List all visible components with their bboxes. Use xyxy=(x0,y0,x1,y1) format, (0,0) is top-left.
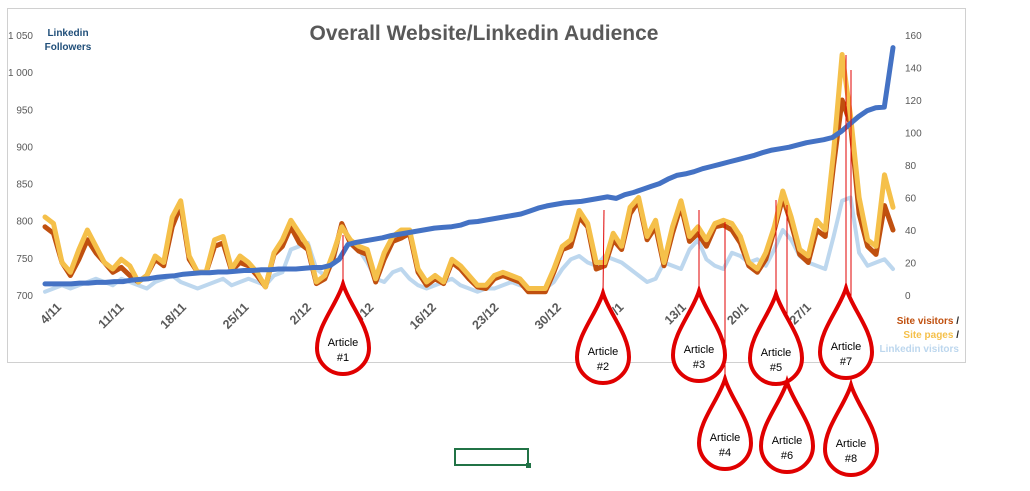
left-tick-label: 700 xyxy=(16,291,33,302)
chart-title: Overall Website/Linkedin Audience xyxy=(310,22,659,45)
chart-area xyxy=(7,8,966,363)
article-marker-number: #5 xyxy=(770,362,782,374)
right-legend-line: Site pages / xyxy=(903,330,959,341)
article-marker-label: Article xyxy=(772,435,803,447)
article-marker-number: #7 xyxy=(840,356,852,368)
right-tick-label: 60 xyxy=(905,194,917,205)
article-marker-number: #2 xyxy=(597,361,609,373)
left-axis-label-line: Linkedin xyxy=(47,28,88,39)
x-tick-label: 25/11 xyxy=(220,300,252,332)
x-tick-label: 11/11 xyxy=(96,300,127,331)
right-legend-item: / xyxy=(953,316,959,327)
series-line-site-pages xyxy=(42,52,896,291)
left-tick-label: 1 050 xyxy=(8,31,33,42)
article-marker-number: #6 xyxy=(781,450,793,462)
right-tick-label: 40 xyxy=(905,226,917,237)
article-marker-number: #4 xyxy=(719,447,731,459)
left-axis-ticks: 700 750 800 850 900 950 1 000 1 050 xyxy=(8,31,33,302)
article-marker-drop xyxy=(696,372,754,471)
annotation-drops: Article #1 Article #2 Article #3 Article #4 Arti… xyxy=(314,277,880,477)
right-legend-line: Linkedin visitors xyxy=(880,344,960,355)
left-tick-label: 850 xyxy=(16,180,33,191)
article-marker-label: Article xyxy=(831,341,862,353)
series-line-site-visitors xyxy=(42,97,896,295)
article-marker-drop xyxy=(758,375,816,474)
article-marker-label: Article xyxy=(761,347,792,359)
left-tick-label: 1 000 xyxy=(8,68,33,79)
article-marker-label: Article xyxy=(328,337,359,349)
article-marker-label: Article xyxy=(710,432,741,444)
x-tick-label: 30/12 xyxy=(532,300,564,332)
series-line-linkedin-followers xyxy=(42,45,896,287)
left-tick-label: 900 xyxy=(16,142,33,153)
annotation-leader-line xyxy=(602,209,605,296)
right-legend-item: / xyxy=(953,330,959,341)
series-group xyxy=(42,45,896,295)
right-legend-line: Site visitors / xyxy=(897,316,959,327)
article-marker-number: #1 xyxy=(337,352,349,364)
right-tick-label: 120 xyxy=(905,96,922,107)
right-tick-label: 140 xyxy=(905,64,922,75)
right-tick-label: 100 xyxy=(905,129,922,140)
article-marker-drop xyxy=(822,378,880,477)
left-tick-label: 950 xyxy=(16,105,33,116)
article-marker-drop xyxy=(574,286,632,385)
article-marker-label: Article xyxy=(588,346,619,358)
right-tick-label: 160 xyxy=(905,31,922,42)
x-tick-label: 23/12 xyxy=(469,300,501,332)
article-marker-drop xyxy=(817,281,875,380)
left-axis-label-line: Followers xyxy=(45,42,92,53)
left-tick-label: 800 xyxy=(16,217,33,228)
article-marker-label: Article xyxy=(684,344,715,356)
x-tick-label: 20/1 xyxy=(724,300,751,327)
article-marker-label: Article xyxy=(836,438,867,450)
right-tick-label: 80 xyxy=(905,161,917,172)
right-legend-item: Site visitors xyxy=(897,316,954,327)
series-line-linkedin-visitors xyxy=(43,195,895,294)
x-tick-label: 16/12 xyxy=(407,300,439,332)
article-marker-number: #3 xyxy=(693,359,705,371)
left-tick-label: 750 xyxy=(16,254,33,265)
right-legend-item: Site pages xyxy=(903,330,953,341)
right-legend: Site visitors /Site pages /Linkedin visi… xyxy=(880,316,960,355)
right-tick-label: 20 xyxy=(905,259,917,270)
x-tick-label: 4/11 xyxy=(38,300,65,327)
left-axis-label: Linkedin Followers xyxy=(45,28,92,53)
article-marker-drop xyxy=(747,287,805,386)
x-tick-label: 2/12 xyxy=(287,300,314,327)
x-tick-label: 18/11 xyxy=(158,300,190,332)
article-marker-drop xyxy=(670,284,728,383)
article-marker-number: #8 xyxy=(845,453,857,465)
right-axis-ticks: 0 20 40 60 80 100 120 140 160 xyxy=(905,31,922,302)
right-legend-item: Linkedin visitors xyxy=(880,344,960,355)
right-tick-label: 0 xyxy=(905,291,911,302)
cell-selection-cursor[interactable] xyxy=(454,448,529,466)
fill-handle[interactable] xyxy=(526,463,531,468)
article-marker-drop xyxy=(314,277,372,376)
